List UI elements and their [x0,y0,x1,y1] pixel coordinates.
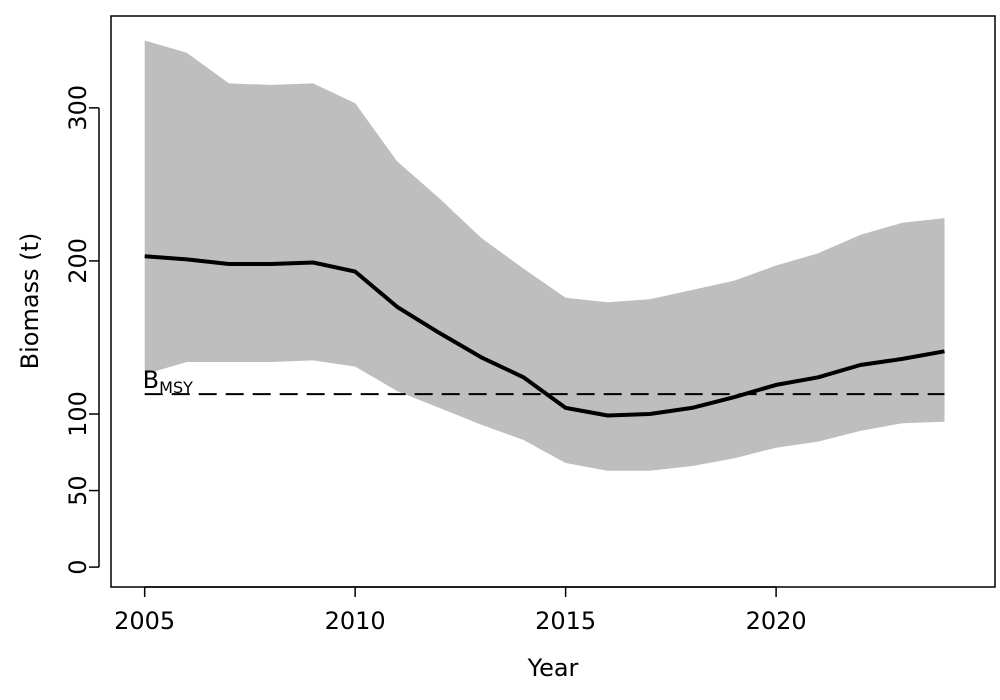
bmsy-label: BMSY [143,366,193,397]
x-tick-label: 2020 [746,607,807,635]
x-tick-label: 2005 [114,607,175,635]
reference-line-layer: BMSY [143,366,945,397]
x-axis-title: Year [527,654,579,682]
y-axis-title: Biomass (t) [16,233,44,370]
y-tick-label: 0 [64,559,92,574]
x-axis: 2005 2010 2015 2020 [114,586,807,635]
y-tick-label: 100 [64,391,92,437]
confidence-band [144,40,945,471]
y-tick-label: 50 [64,475,92,506]
biomass-series-line [144,254,945,418]
series-line-layer [144,254,945,418]
x-tick-label: 2010 [325,607,386,635]
y-tick-label: 200 [64,238,92,284]
confidence-band-layer [144,40,945,471]
x-tick-label: 2015 [535,607,596,635]
y-tick-label: 300 [64,85,92,131]
y-axis: 0 50 100 200 300 [64,85,100,575]
